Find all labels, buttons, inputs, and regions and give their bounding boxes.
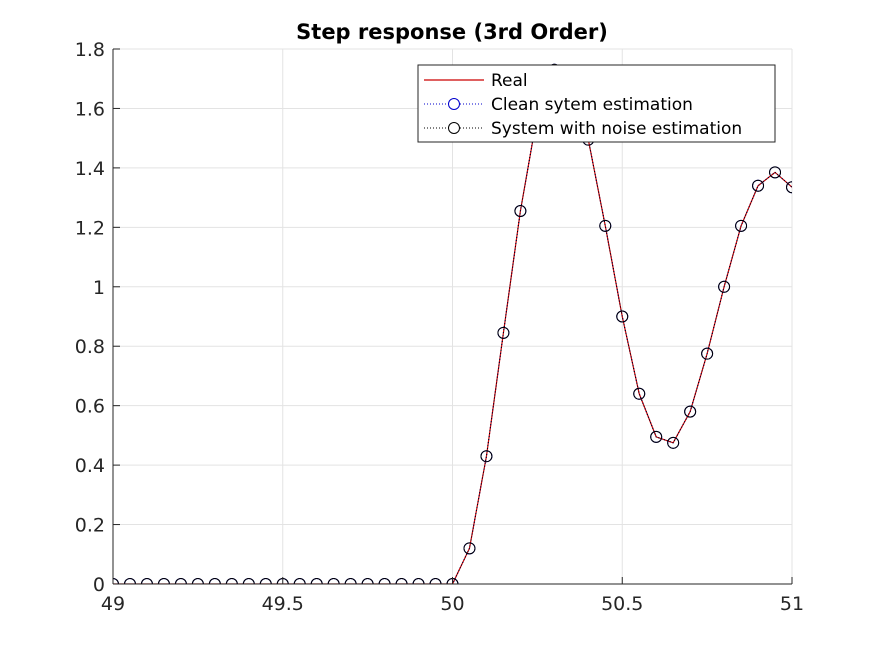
- tick-labels: 49 49.5 50 50.5 51 0 0.2 0.4 0.6 0.8 1 1.2 1.4 1.6 1.8: [75, 39, 804, 615]
- data-point-marker: [378, 578, 391, 584]
- data-point-marker: [123, 578, 136, 584]
- data-point-marker: [718, 280, 731, 293]
- legend-box: [417, 64, 776, 143]
- y-tick-label: 1.8: [75, 39, 105, 61]
- data-point-marker: [259, 578, 272, 584]
- legend-swatch-marker: [448, 98, 460, 110]
- data-point-marker: [174, 578, 187, 584]
- data-point-marker: [361, 578, 374, 584]
- x-tick-label: 49: [101, 593, 125, 615]
- chart-title: Step response (3rd Order): [296, 20, 608, 44]
- series-line-2: [113, 68, 792, 584]
- x-tick-label: 51: [780, 593, 804, 615]
- data-point-marker: [650, 430, 663, 443]
- y-tick-label: 1.2: [75, 217, 105, 239]
- x-tick-label: 50: [440, 593, 464, 615]
- data-point-marker: [429, 578, 442, 584]
- data-point-marker: [786, 181, 792, 194]
- legend: Real Clean sytem estimation System with no…: [417, 64, 776, 143]
- legend-label: Clean sytem estimation: [491, 95, 693, 115]
- data-point-marker: [412, 578, 425, 584]
- data-point-marker: [191, 578, 204, 584]
- data-point-marker: [208, 578, 221, 584]
- data-point-marker: [752, 179, 765, 192]
- data-point-marker: [735, 219, 748, 232]
- data-point-marker: [769, 166, 782, 179]
- data-point-marker: [463, 542, 476, 555]
- data-point-marker: [599, 219, 612, 232]
- y-tick-label: 0.4: [75, 455, 105, 477]
- y-tick-label: 0.2: [75, 515, 105, 537]
- data-point-marker: [310, 578, 323, 584]
- data-point-marker: [293, 578, 306, 584]
- data-point-marker: [242, 578, 255, 584]
- y-tick-label: 1.6: [75, 98, 105, 120]
- y-tick-label: 0: [93, 574, 105, 596]
- data-point-marker: [157, 578, 170, 584]
- data-point-marker: [616, 310, 629, 323]
- data-point-marker: [701, 347, 714, 360]
- data-point-marker: [395, 578, 408, 584]
- data-point-marker: [684, 405, 697, 418]
- data-point-marker: [633, 387, 646, 400]
- data-point-marker: [140, 578, 153, 584]
- y-tick-label: 1.4: [75, 158, 105, 180]
- y-tick-label: 0.6: [75, 396, 105, 418]
- data-point-marker: [327, 578, 340, 584]
- data-point-marker: [514, 204, 527, 217]
- axes: [112, 48, 793, 585]
- data-point-marker: [225, 578, 238, 584]
- x-tick-label: 50.5: [601, 593, 643, 615]
- data-point-marker: [497, 326, 510, 339]
- y-tick-label: 0.8: [75, 336, 105, 358]
- y-tick-label: 1: [93, 277, 105, 299]
- legend-label: System with noise estimation: [491, 119, 742, 139]
- legend-label: Real: [491, 71, 528, 91]
- x-tick-label: 49.5: [262, 593, 304, 615]
- data-point-marker: [344, 578, 357, 584]
- data-point-marker: [480, 450, 493, 463]
- data-point-marker: [667, 436, 680, 449]
- legend-swatch-marker: [448, 122, 460, 134]
